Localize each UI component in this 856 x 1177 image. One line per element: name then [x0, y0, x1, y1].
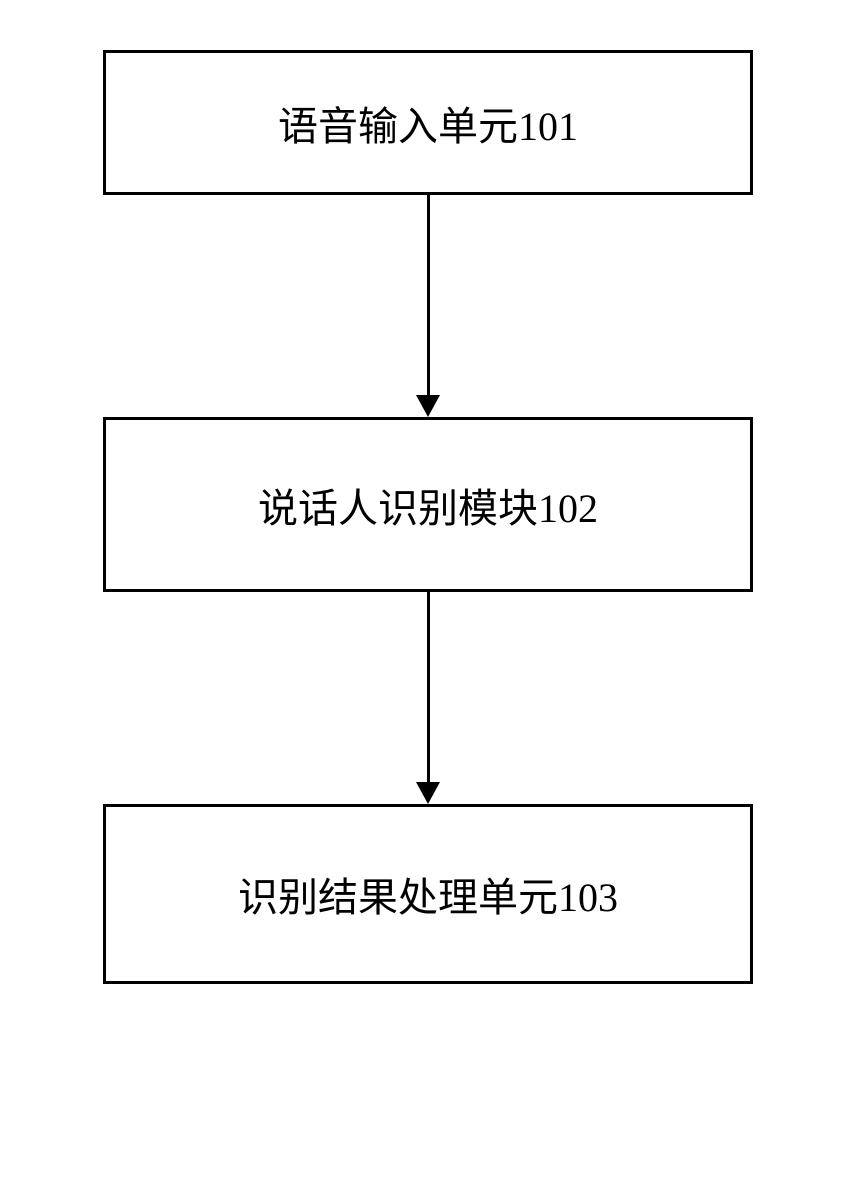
flow-node-label: 说话人识别模块102 [258, 476, 598, 534]
flow-node-result-processing: 识别结果处理单元103 [103, 804, 753, 984]
flow-node-speaker-recognition: 说话人识别模块102 [103, 417, 753, 592]
flow-node-label: 识别结果处理单元103 [238, 865, 618, 923]
flowchart-container: 语音输入单元101 说话人识别模块102 识别结果处理单元103 [103, 50, 753, 984]
flow-node-label: 语音输入单元101 [278, 94, 578, 152]
arrow-line [427, 592, 430, 782]
arrow-line [427, 195, 430, 395]
arrow-head-icon [416, 782, 440, 804]
arrow-2 [416, 592, 440, 804]
arrow-head-icon [416, 395, 440, 417]
arrow-1 [416, 195, 440, 417]
flow-node-voice-input: 语音输入单元101 [103, 50, 753, 195]
